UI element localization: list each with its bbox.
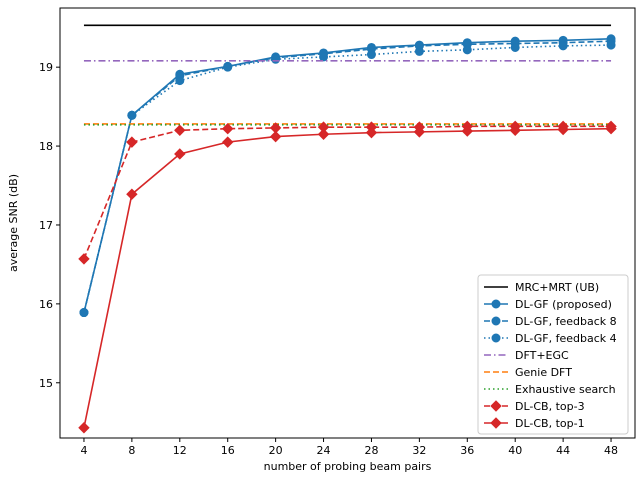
series-dl-gf-proposed — [79, 34, 616, 318]
data-point — [79, 308, 89, 318]
series-dl-cb-top-3 — [78, 120, 617, 265]
data-point — [557, 123, 569, 136]
data-point — [174, 148, 186, 160]
legend-entry-dl-cb-top-1: DL-CB, top-1 — [484, 417, 585, 430]
legend: MRC+MRT (UB) DL-GF (proposed) DL-GF, feedb… — [477, 274, 629, 435]
data-point — [461, 125, 473, 137]
data-point — [127, 110, 137, 120]
data-point — [605, 123, 617, 135]
legend-label: DL-GF, feedback 4 — [515, 332, 617, 345]
data-point — [222, 123, 234, 135]
x-tick-label: 4 — [80, 444, 87, 457]
legend-label: MRC+MRT (UB) — [515, 281, 599, 294]
legend-entry-exhaustive-search: Exhaustive search — [484, 383, 616, 396]
series-dl-gf-feedback-4 — [79, 40, 616, 318]
data-point — [462, 45, 472, 55]
x-tick-label: 20 — [269, 444, 283, 457]
legend-label: DL-CB, top-1 — [515, 417, 585, 430]
series-line-dl-gf-feedback-8 — [83, 40, 612, 313]
x-tick-label: 44 — [556, 444, 570, 457]
legend-entry-dl-gf-proposed: DL-GF (proposed) — [484, 298, 612, 311]
data-point — [509, 124, 521, 137]
x-tick-label: 32 — [412, 444, 426, 457]
legend-marker — [490, 417, 502, 429]
data-point — [606, 40, 616, 50]
legend-label: DL-CB, top-3 — [515, 400, 585, 413]
y-axis: 15 16 17 18 19 — [39, 61, 60, 390]
series-dl-cb-top-1 — [78, 123, 617, 434]
y-tick-label: 18 — [39, 140, 53, 153]
data-point — [558, 41, 568, 51]
series-line-dl-gf-feedback-4 — [83, 44, 612, 313]
data-point — [78, 422, 90, 434]
legend-label: DL-GF, feedback 8 — [515, 315, 617, 328]
legend-label: Exhaustive search — [515, 383, 616, 396]
data-point — [78, 253, 90, 265]
data-point — [365, 126, 378, 139]
x-tick-label: 24 — [317, 444, 331, 457]
data-point — [319, 52, 329, 62]
data-point — [126, 188, 138, 200]
legend-marker — [491, 333, 501, 343]
x-tick-label: 36 — [460, 444, 474, 457]
legend-entry-mrc-mrt-ub: MRC+MRT (UB) — [484, 281, 599, 294]
data-point — [269, 130, 282, 143]
y-tick-label: 15 — [39, 377, 53, 390]
series-layer — [78, 24, 617, 434]
legend-entry-genie-dft: Genie DFT — [484, 366, 572, 379]
data-point — [317, 128, 330, 140]
x-tick-label: 40 — [508, 444, 522, 457]
x-tick-label: 16 — [221, 444, 235, 457]
y-tick-label: 19 — [39, 61, 53, 74]
y-tick-label: 16 — [39, 298, 53, 311]
legend-label: Genie DFT — [515, 366, 572, 379]
data-point — [222, 136, 234, 148]
y-tick-label: 17 — [39, 219, 53, 232]
x-tick-label: 28 — [364, 444, 378, 457]
legend-entry-dft-egc: DFT+EGC — [484, 349, 569, 362]
series-line-dl-gf-proposed — [83, 37, 612, 313]
series-line-dl-cb-top-1 — [83, 127, 612, 428]
legend-entry-dl-gf-feedback-8: DL-GF, feedback 8 — [484, 315, 617, 328]
legend-marker — [491, 299, 501, 309]
x-axis: 4 8 12 16 20 24 28 32 36 40 44 48 — [80, 438, 618, 457]
x-tick-label: 12 — [173, 444, 187, 457]
data-point — [413, 126, 426, 138]
x-tick-label: 48 — [604, 444, 618, 457]
plot-frame — [59, 7, 636, 439]
legend-label: DL-GF (proposed) — [515, 298, 612, 311]
legend-label: DFT+EGC — [515, 349, 569, 362]
data-point — [510, 42, 520, 52]
data-point — [174, 124, 186, 137]
legend-marker — [491, 316, 501, 326]
data-point — [223, 62, 233, 72]
legend-entry-dl-cb-top-3: DL-CB, top-3 — [484, 400, 585, 413]
data-point — [175, 76, 185, 86]
data-point — [414, 46, 424, 56]
legend-marker — [490, 400, 502, 412]
x-axis-label: number of probing beam pairs — [264, 460, 432, 473]
y-axis-label: average SNR (dB) — [7, 174, 20, 272]
data-point — [271, 54, 281, 64]
series-line-dl-cb-top-3 — [83, 125, 612, 260]
x-tick-label: 8 — [128, 444, 135, 457]
data-point — [366, 50, 376, 60]
legend-box — [477, 274, 629, 435]
data-point — [126, 136, 138, 148]
legend-entry-dl-gf-feedback-4: DL-GF, feedback 4 — [484, 332, 617, 345]
